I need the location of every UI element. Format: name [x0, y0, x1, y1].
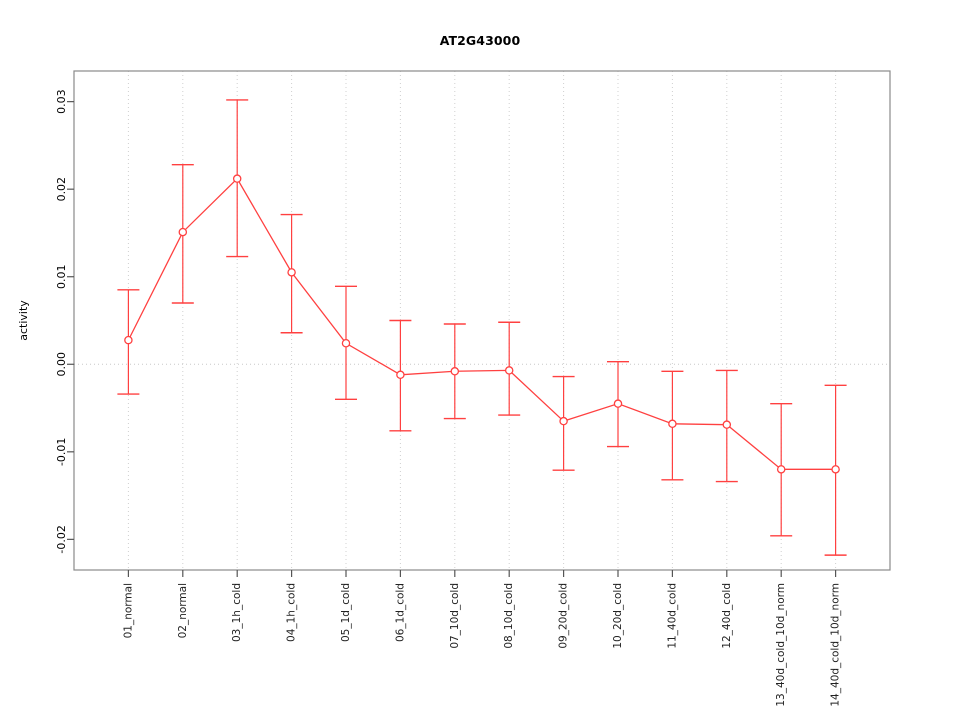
data-point-marker	[287, 268, 296, 277]
data-point-marker	[178, 227, 188, 237]
y-tick-label: -0.01	[55, 438, 68, 466]
data-point-marker	[613, 399, 623, 408]
data-point-marker	[396, 370, 405, 380]
series-line	[127, 177, 836, 470]
y-axis-title-text: activity	[17, 300, 30, 341]
data-point-marker	[504, 366, 514, 375]
x-tick-label: 10_20d_cold	[612, 583, 624, 649]
data-point-marker	[232, 174, 242, 183]
error-bars-group	[117, 99, 847, 556]
axis-box	[73, 70, 891, 571]
chart-title: AT2G43000	[439, 33, 521, 48]
y-tick-label: 0.03	[55, 89, 68, 114]
y-tick-label: 0.00	[55, 352, 68, 377]
gridlines-group	[127, 71, 837, 570]
y-tick-label: 0.01	[55, 264, 68, 289]
y-tick-label: 0.02	[55, 177, 68, 202]
data-point-marker	[341, 339, 351, 348]
x-tick-label: 12_40d_cold	[721, 583, 733, 649]
data-point-marker	[776, 465, 786, 474]
y-axis-ticks	[67, 101, 74, 540]
y-tick-labels: 0.03 0.02 0.01 0.00 -0.01 -0.02	[55, 89, 68, 553]
x-tick-label: 09_20d_cold	[558, 583, 570, 649]
data-point-marker	[668, 419, 677, 429]
x-tick-label: 13_40d_cold_10d_norm	[775, 583, 787, 707]
x-tick-label: 03_1h_cold	[231, 583, 243, 642]
data-point-marker	[559, 416, 568, 426]
x-axis-ticks	[127, 570, 837, 577]
data-point-marker	[722, 420, 732, 429]
x-tick-label: 04_1h_cold	[286, 583, 298, 642]
x-tick-label: 06_1d_cold	[394, 583, 406, 642]
series-polyline	[127, 177, 836, 470]
x-tick-label: 11_40d_cold	[666, 583, 678, 649]
y-tick-label: -0.02	[55, 525, 68, 553]
x-tick-label: 02_normal	[177, 583, 189, 638]
x-tick-label: 14_40d_cold_10d_norm	[830, 583, 842, 707]
data-point-marker	[831, 465, 840, 474]
data-point-marker	[450, 367, 460, 376]
x-tick-label: 05_1d_cold	[340, 583, 352, 642]
x-tick-label: 07_10d_cold	[449, 583, 461, 649]
x-tick-labels: 01_normal 02_normal 03_1h_cold 04_1h_cold 05…	[122, 583, 841, 707]
x-tick-label: 01_normal	[122, 583, 134, 638]
plot-border	[73, 70, 891, 571]
y-axis-title: activity	[17, 300, 30, 341]
x-tick-label: 08_10d_cold	[503, 583, 515, 649]
data-point-marker	[124, 335, 133, 345]
data-point-markers	[124, 174, 840, 474]
